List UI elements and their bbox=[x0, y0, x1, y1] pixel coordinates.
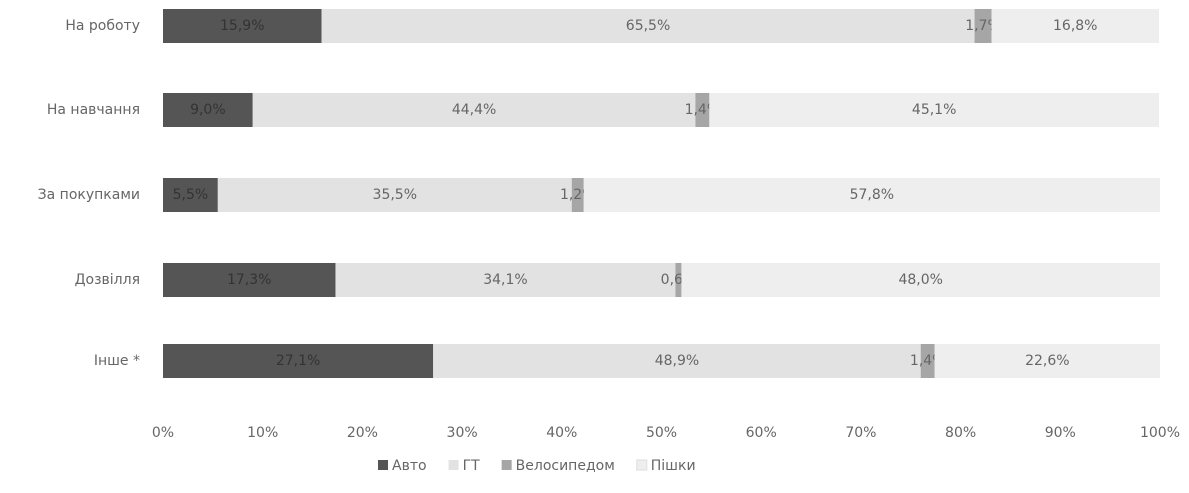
value-label: 57,8% bbox=[850, 187, 894, 203]
x-tick-label: 30% bbox=[447, 425, 478, 441]
bar-segment bbox=[163, 344, 434, 378]
value-label: 15,9% bbox=[220, 18, 264, 34]
x-tick-label: 40% bbox=[546, 425, 577, 441]
bar-segment bbox=[681, 263, 1160, 297]
x-tick-label: 100% bbox=[1140, 425, 1180, 441]
legend-label: Велосипедом bbox=[516, 458, 615, 474]
bar-segment bbox=[163, 263, 336, 297]
category-label: Інше * bbox=[94, 353, 140, 369]
bar-segment bbox=[163, 9, 322, 43]
x-tick-label: 10% bbox=[247, 425, 278, 441]
value-label: 17,3% bbox=[227, 272, 271, 288]
x-tick-label: 70% bbox=[845, 425, 876, 441]
value-label: 35,5% bbox=[373, 187, 417, 203]
bar-segment bbox=[675, 263, 682, 297]
bar-segment bbox=[571, 178, 584, 212]
bar-segment bbox=[321, 9, 975, 43]
bar-segment bbox=[163, 93, 253, 127]
value-label: 65,5% bbox=[626, 18, 670, 34]
x-tick-label: 80% bbox=[945, 425, 976, 441]
value-label: 27,1% bbox=[276, 353, 320, 369]
bar-segment bbox=[920, 344, 935, 378]
value-label: 45,1% bbox=[912, 102, 956, 118]
legend-label: Пішки bbox=[651, 458, 696, 474]
x-tick-label: 50% bbox=[646, 425, 677, 441]
value-label: 48,0% bbox=[898, 272, 942, 288]
value-label: 5,5% bbox=[173, 187, 209, 203]
bar-segment bbox=[934, 344, 1160, 378]
category-label: На роботу bbox=[65, 18, 140, 34]
bar-segment bbox=[335, 263, 676, 297]
x-tick-label: 90% bbox=[1045, 425, 1076, 441]
bar-segment bbox=[217, 178, 572, 212]
value-label: 22,6% bbox=[1025, 353, 1069, 369]
bar-segment bbox=[252, 93, 696, 127]
category-label: Дозвілля bbox=[75, 272, 140, 288]
legend-label: ГТ bbox=[463, 458, 481, 474]
legend-swatch bbox=[448, 460, 459, 470]
legend-swatch bbox=[378, 460, 388, 470]
bar-segment bbox=[695, 93, 710, 127]
value-label: 9,0% bbox=[190, 102, 226, 118]
legend-label: Авто bbox=[392, 458, 427, 474]
bar-segment bbox=[991, 9, 1160, 43]
x-tick-label: 60% bbox=[746, 425, 777, 441]
bar-segment bbox=[974, 9, 992, 43]
value-label: 48,9% bbox=[655, 353, 699, 369]
bar-segment bbox=[583, 178, 1160, 212]
bar-segment bbox=[163, 178, 218, 212]
category-label: На навчання bbox=[47, 102, 140, 118]
category-label: За покупками bbox=[38, 187, 140, 203]
value-label: 44,4% bbox=[452, 102, 496, 118]
bar-segment bbox=[433, 344, 921, 378]
legend-swatch bbox=[501, 460, 512, 470]
x-tick-label: 20% bbox=[347, 425, 378, 441]
x-tick-label: 0% bbox=[152, 425, 174, 441]
value-label: 34,1% bbox=[483, 272, 527, 288]
legend-swatch bbox=[636, 459, 648, 471]
bar-segment bbox=[709, 93, 1160, 127]
value-label: 16,8% bbox=[1053, 18, 1097, 34]
